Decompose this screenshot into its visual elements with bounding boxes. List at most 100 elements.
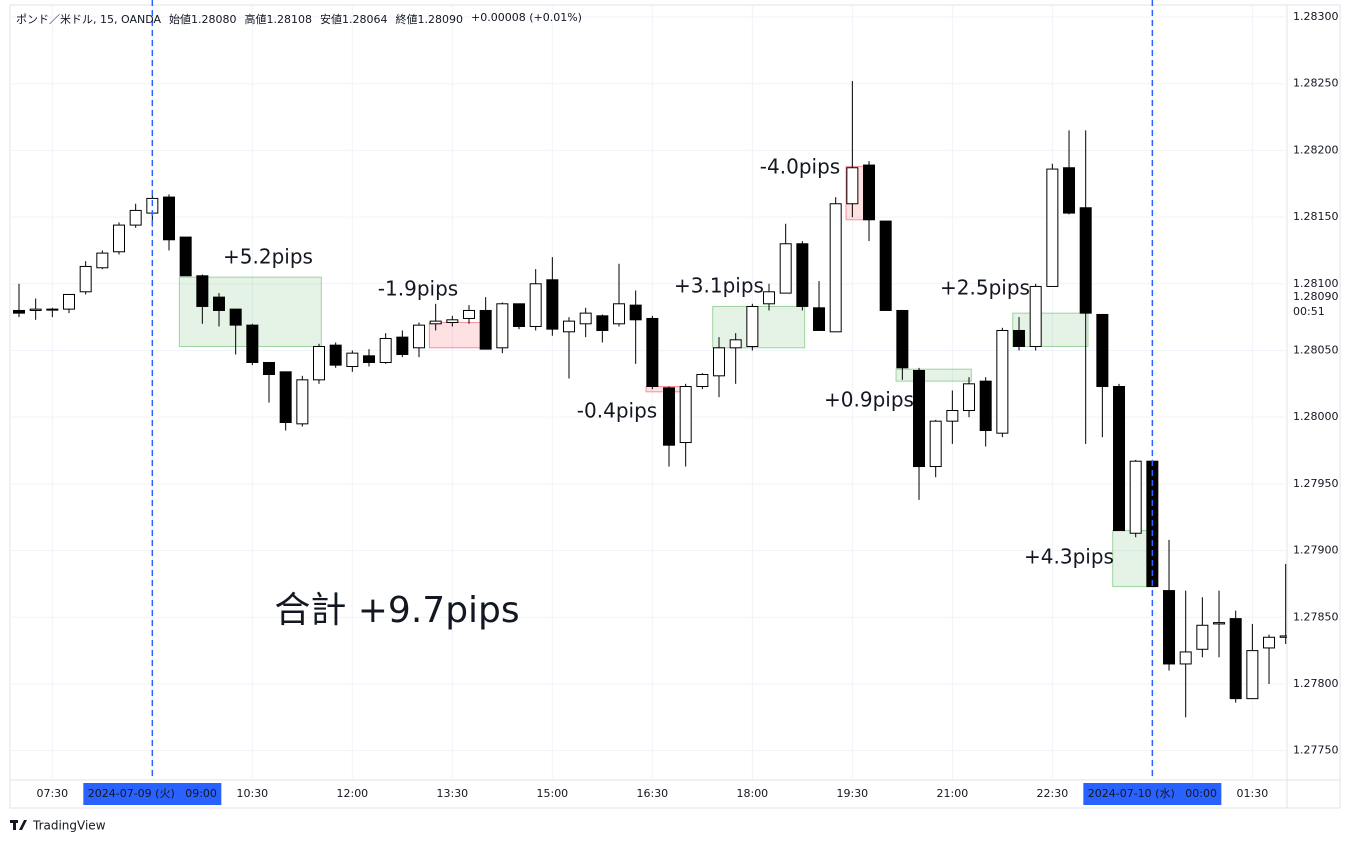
candle-body xyxy=(413,324,426,349)
candle-body xyxy=(479,309,492,350)
candle-body xyxy=(529,283,542,327)
candle-body xyxy=(1213,622,1226,625)
logo xyxy=(10,820,27,830)
candle-body xyxy=(979,380,992,432)
change: +0.00008 (+0.01%) xyxy=(471,11,582,24)
trade-label: +5.2pips xyxy=(223,245,313,269)
x-tick-label: 18:00 xyxy=(736,787,768,800)
candle-body xyxy=(946,410,959,422)
candle-body xyxy=(996,329,1009,434)
y-tick-label: 1.28250 xyxy=(1293,77,1339,90)
candle-body xyxy=(429,320,442,325)
candle-body xyxy=(1013,329,1026,347)
y-tick-label: 1.27950 xyxy=(1293,477,1339,490)
candle-body xyxy=(513,303,526,327)
x-tick-label: 19:30 xyxy=(836,787,868,800)
trade-label: -0.4pips xyxy=(577,399,657,423)
x-tick-label: 12:00 xyxy=(336,787,368,800)
y-tick-label: 1.27750 xyxy=(1293,744,1339,757)
candle-body xyxy=(113,224,126,253)
y-tick-label: 1.28150 xyxy=(1293,210,1339,223)
y-tick-label: 1.27900 xyxy=(1293,544,1339,557)
candle-body xyxy=(463,309,476,319)
candle-body xyxy=(863,164,876,221)
candle-body xyxy=(1163,590,1176,665)
candle-body xyxy=(713,347,726,377)
candle-body xyxy=(846,167,859,205)
candle-body xyxy=(746,305,759,347)
candle-body xyxy=(1229,618,1242,700)
candles xyxy=(13,81,1287,718)
candle-body xyxy=(246,324,259,363)
x-tick-label: 22:30 xyxy=(1037,787,1069,800)
y-tick-label: 1.28000 xyxy=(1293,410,1339,423)
candle-body xyxy=(696,373,709,387)
candle-body xyxy=(663,387,676,446)
candle-body xyxy=(13,309,25,314)
trades xyxy=(178,165,1156,588)
date-label-bg xyxy=(83,783,222,805)
candle-body xyxy=(896,309,909,369)
candle-body xyxy=(596,315,609,331)
trade-label: +4.3pips xyxy=(1024,545,1114,569)
x-tick-label: 13:30 xyxy=(436,787,468,800)
candle-body xyxy=(29,308,42,311)
candle-body xyxy=(179,236,192,277)
candle-body xyxy=(63,293,76,310)
candle-body xyxy=(1079,207,1092,314)
candle-body xyxy=(679,385,692,444)
candle-body xyxy=(363,355,376,363)
candle-body xyxy=(1263,636,1276,649)
candle-body xyxy=(1246,650,1259,700)
candle-body xyxy=(1279,635,1287,638)
ohlc-high: 高値1.28108 xyxy=(244,13,313,26)
countdown: 00:51 xyxy=(1293,305,1325,318)
header: ポンド／米ドル, 15, OANDA 始値1.28080 高値1.28108 安… xyxy=(16,11,582,27)
candle-body xyxy=(1196,624,1209,650)
symbol: ポンド／米ドル, 15, OANDA xyxy=(16,13,162,26)
candle-body xyxy=(346,352,359,367)
candle-body xyxy=(229,308,242,326)
candle-body xyxy=(196,275,209,307)
ohlc-open: 始値1.28080 xyxy=(169,13,237,26)
trade-box xyxy=(712,305,806,349)
brand: TradingView xyxy=(32,819,106,833)
plot xyxy=(10,5,1287,780)
candle-body xyxy=(213,296,226,311)
y-tick-label: 1.28050 xyxy=(1293,343,1339,356)
date-label-bg xyxy=(1083,783,1222,805)
trade-label: +2.5pips xyxy=(940,276,1030,300)
candle-body xyxy=(79,265,92,293)
candle-body xyxy=(379,337,392,363)
candle-body xyxy=(396,336,409,355)
x-tick-label: 01:30 xyxy=(1237,787,1269,800)
candle-body xyxy=(1063,167,1076,214)
candle-body xyxy=(96,252,109,269)
x-tick-label: 21:00 xyxy=(937,787,969,800)
trade-label: +0.9pips xyxy=(824,388,914,412)
candle-body xyxy=(296,379,309,425)
candle-body xyxy=(496,303,509,349)
x-tick-label: 16:30 xyxy=(636,787,668,800)
candle-body xyxy=(913,369,926,468)
candle-body xyxy=(879,220,892,311)
x-tick-label: 10:30 xyxy=(236,787,268,800)
x-tick-label: 15:00 xyxy=(536,787,568,800)
trade-box xyxy=(428,321,489,349)
candle-body xyxy=(129,209,142,226)
candle-body xyxy=(779,243,792,294)
x-tick-label: 2024-07-10 (水) 00:00 xyxy=(1088,787,1217,800)
trade-box xyxy=(895,368,972,382)
y-tick-label: 1.28200 xyxy=(1293,143,1339,156)
y-tick-label: 1.27800 xyxy=(1293,677,1339,690)
trade-box xyxy=(1012,312,1089,347)
candle-body xyxy=(1029,285,1042,347)
y-tick-label: 1.28300 xyxy=(1293,10,1339,23)
x-tick-label: 2024-07-09 (火) 09:00 xyxy=(88,787,217,800)
candle-body xyxy=(1113,385,1126,532)
candle-body xyxy=(579,312,592,325)
candle-body xyxy=(446,319,459,323)
trade-label: -1.9pips xyxy=(378,277,458,301)
candle-body xyxy=(613,303,626,325)
